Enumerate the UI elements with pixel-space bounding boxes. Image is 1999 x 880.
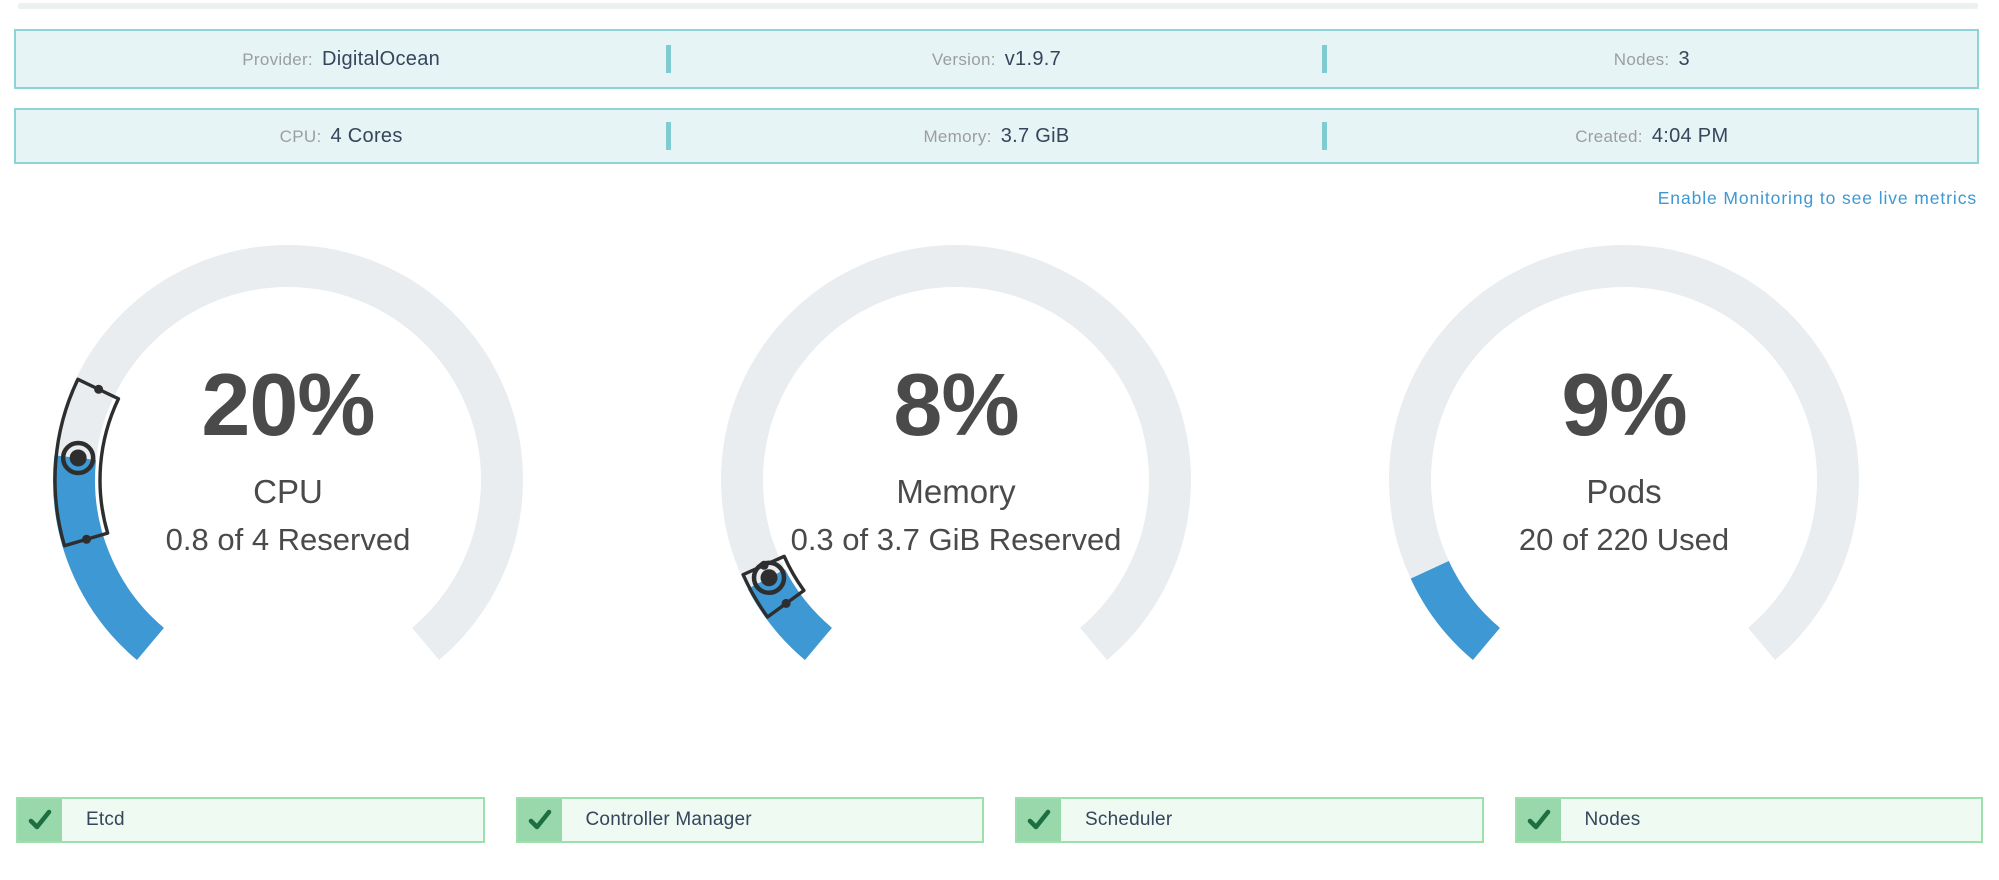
nodes-check-square bbox=[1516, 799, 1561, 841]
vertical-divider bbox=[1321, 45, 1327, 73]
component-status-row: Etcd Controller Manager Scheduler bbox=[16, 797, 1983, 843]
gauge-pods: 9% Pods 20 of 220 Used bbox=[1374, 235, 1874, 710]
node-value-ring bbox=[751, 560, 787, 596]
info-cell-provider: Provider: DigitalOcean bbox=[16, 48, 666, 71]
memory-value: 3.7 GiB bbox=[1000, 124, 1070, 147]
etcd-check-square bbox=[18, 799, 62, 841]
component-etcd: Etcd bbox=[16, 797, 485, 843]
version-label: Version: bbox=[931, 49, 996, 69]
info-cell-memory: Memory: 3.7 GiB bbox=[671, 125, 1321, 148]
provider-label: Provider: bbox=[242, 49, 313, 69]
enable-monitoring-link[interactable]: Enable Monitoring to see live metrics bbox=[1657, 188, 1977, 208]
gauge-track-arc bbox=[53, 245, 523, 660]
controller-manager-check-square bbox=[517, 799, 562, 841]
info-cell-cpu: CPU: 4 Cores bbox=[16, 125, 666, 148]
gauge-value-arc bbox=[53, 455, 165, 661]
info-cell-created: Created: 4:04 PM bbox=[1327, 125, 1977, 148]
checkmark-icon bbox=[528, 809, 551, 830]
vertical-divider bbox=[1321, 122, 1327, 150]
provider-value: DigitalOcean bbox=[321, 47, 441, 70]
node-range-end-dot bbox=[781, 598, 791, 608]
component-scheduler: Scheduler bbox=[1015, 797, 1484, 843]
version-value: v1.9.7 bbox=[1004, 47, 1062, 70]
gauge-row: 20% CPU 0.8 of 4 Reserved 8% Memory 0.3 … bbox=[38, 235, 1874, 710]
component-controller-manager: Controller Manager bbox=[515, 797, 984, 843]
cpu-label: CPU: bbox=[279, 126, 322, 146]
component-etcd-label: Etcd bbox=[86, 809, 125, 830]
vertical-divider bbox=[666, 45, 672, 73]
node-range-end-dot bbox=[94, 384, 104, 394]
monitoring-link-row: Enable Monitoring to see live metrics bbox=[1658, 188, 1977, 209]
gauge-memory: 8% Memory 0.3 of 3.7 GiB Reserved bbox=[706, 235, 1206, 710]
gauge-track-arc bbox=[721, 245, 1191, 660]
memory-label: Memory: bbox=[923, 126, 992, 146]
checkmark-icon bbox=[1527, 809, 1550, 830]
checkmark-icon bbox=[28, 809, 52, 830]
node-value-dot bbox=[760, 569, 778, 587]
created-label: Created: bbox=[1575, 126, 1643, 146]
gauge-pods-arc bbox=[1389, 245, 1859, 661]
created-value: 4:04 PM bbox=[1651, 124, 1729, 147]
info-cell-nodes: Nodes: 3 bbox=[1327, 48, 1977, 71]
gauge-memory-arc bbox=[721, 245, 1191, 661]
component-controller-manager-label: Controller Manager bbox=[585, 809, 752, 830]
node-range-end-dot bbox=[82, 534, 92, 544]
component-nodes-label: Nodes bbox=[1584, 809, 1641, 830]
gauge-cpu-arc bbox=[53, 245, 523, 661]
component-scheduler-label: Scheduler bbox=[1085, 809, 1173, 830]
gauge-track-arc bbox=[1389, 245, 1859, 660]
cpu-value: 4 Cores bbox=[330, 124, 403, 147]
cluster-info-bar-2: CPU: 4 Cores Memory: 3.7 GiB Created: 4:… bbox=[14, 108, 1979, 164]
top-divider-strip bbox=[18, 3, 1978, 9]
vertical-divider bbox=[666, 122, 672, 150]
node-value-ring bbox=[60, 440, 96, 476]
gauge-value-arc bbox=[1410, 560, 1501, 661]
nodes-value: 3 bbox=[1678, 47, 1690, 70]
cluster-info-bar-1: Provider: DigitalOcean Version: v1.9.7 N… bbox=[14, 29, 1979, 89]
node-range-band bbox=[741, 554, 806, 619]
component-nodes: Nodes bbox=[1514, 797, 1983, 843]
checkmark-icon bbox=[1027, 809, 1051, 830]
gauge-cpu: 20% CPU 0.8 of 4 Reserved bbox=[38, 235, 538, 710]
node-value-dot bbox=[69, 449, 87, 467]
scheduler-check-square bbox=[1017, 799, 1061, 841]
info-cell-version: Version: v1.9.7 bbox=[671, 48, 1321, 71]
nodes-label: Nodes: bbox=[1613, 49, 1670, 69]
